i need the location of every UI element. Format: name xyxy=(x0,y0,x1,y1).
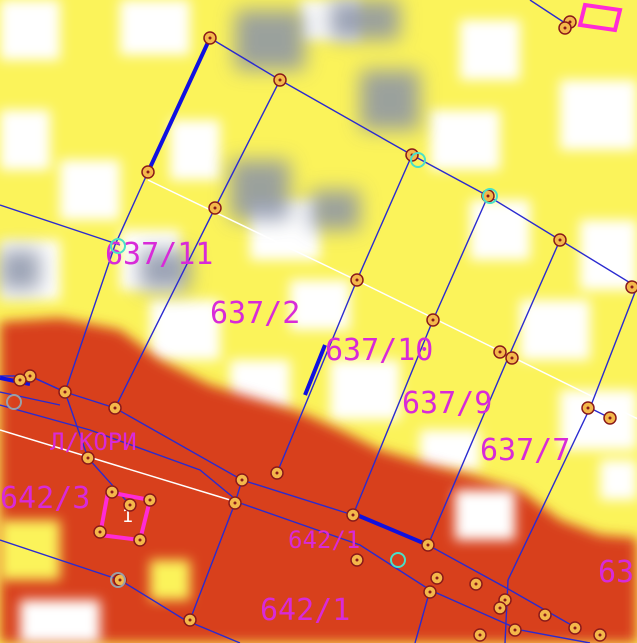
vertex-center xyxy=(188,618,192,622)
vertex-center xyxy=(138,538,142,542)
vertex-center xyxy=(498,606,502,610)
vertex-center xyxy=(630,285,634,289)
vertex-center xyxy=(233,501,237,505)
control-point-marker xyxy=(482,188,498,204)
vertex-center xyxy=(148,498,152,502)
vertex-center xyxy=(275,471,279,475)
vertex-center xyxy=(98,530,102,534)
parcel-label-637-7: 637/7 xyxy=(480,433,570,468)
vertex-center xyxy=(86,456,90,460)
parcel-label-637-11: 637/11 xyxy=(105,237,213,272)
vertex-center xyxy=(586,406,590,410)
parcel-label-642-3: 642/3 xyxy=(0,481,90,516)
vertex-center xyxy=(118,578,122,582)
vertex-center xyxy=(510,356,514,360)
vertex-center xyxy=(431,318,435,322)
vertex-center xyxy=(213,206,217,210)
vertex-center xyxy=(486,194,490,198)
vertex-center xyxy=(558,238,562,242)
vertex-center xyxy=(428,590,432,594)
vertex-center xyxy=(63,390,67,394)
vertex-center xyxy=(573,626,577,630)
parcel-label-642-1-small: 642/1 xyxy=(288,526,360,554)
vertex-center xyxy=(608,416,612,420)
special-vertex-markers xyxy=(6,152,498,588)
vertex-center xyxy=(513,628,517,632)
parcel-label-637-10: 637/10 xyxy=(325,333,433,368)
road-label: Л/КОРИ xyxy=(50,428,137,456)
parcel-label-642-1: 642/1 xyxy=(260,593,350,628)
vertex-center xyxy=(355,278,359,282)
control-point-marker xyxy=(110,238,126,254)
vertex-center xyxy=(498,350,502,354)
vertex-center xyxy=(146,170,150,174)
control-point-marker xyxy=(410,152,426,168)
vertex-center xyxy=(478,633,482,637)
vertex-center xyxy=(18,378,22,382)
vertex-center xyxy=(355,558,359,562)
vertex-center xyxy=(543,613,547,617)
vertex-center xyxy=(598,633,602,637)
vertex-center xyxy=(426,543,430,547)
building-top-right xyxy=(577,2,623,33)
road-edge-line xyxy=(0,429,241,504)
building-number: 1 xyxy=(122,506,133,527)
control-point-marker xyxy=(390,552,406,568)
vertex-center xyxy=(240,478,244,482)
vertex-center xyxy=(474,582,478,586)
red-zone-pockets xyxy=(0,490,515,643)
control-point-marker xyxy=(6,394,22,410)
control-point-marker xyxy=(110,572,126,588)
vertex-center xyxy=(110,490,114,494)
vertex-center xyxy=(28,374,32,378)
parcel-label-637-2: 637/2 xyxy=(210,296,300,331)
vertex-center xyxy=(435,576,439,580)
vertex-center xyxy=(208,36,212,40)
vertex-center xyxy=(351,513,355,517)
vertex-center xyxy=(128,503,132,507)
vertex-center xyxy=(113,406,117,410)
imagery-shadows xyxy=(0,0,420,290)
vertex-center xyxy=(278,78,282,82)
vertex-center xyxy=(563,26,567,30)
parcel-label-edge: 63 xyxy=(598,555,634,590)
parcel-label-637-9: 637/9 xyxy=(402,386,492,421)
vertex-center xyxy=(503,598,507,602)
vertex-center xyxy=(568,20,572,24)
